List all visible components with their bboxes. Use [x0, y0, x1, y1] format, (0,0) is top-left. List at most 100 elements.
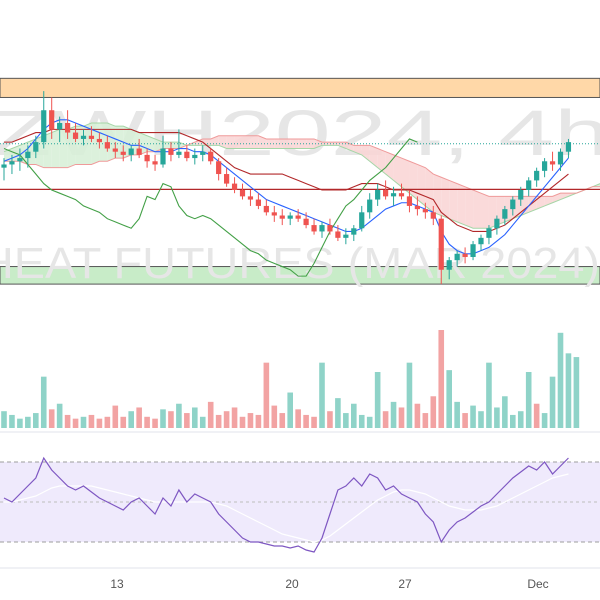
cloud-segment: [425, 167, 434, 213]
cloud-segment: [433, 174, 442, 216]
candle-body: [144, 154, 150, 162]
cloud-segment: [4, 148, 12, 162]
candle-body: [112, 148, 118, 152]
volume-bar: [549, 376, 556, 428]
cloud-segment: [544, 196, 553, 206]
candle-body: [367, 199, 373, 213]
candle-body: [446, 260, 452, 270]
candle-body: [557, 151, 564, 165]
base-line: [4, 128, 569, 233]
candle-body: [518, 189, 524, 200]
candle-body: [239, 189, 246, 197]
cloud-segment: [409, 161, 418, 200]
volume-bar: [565, 353, 572, 428]
volume-bar: [390, 401, 397, 428]
volume-bar: [96, 418, 103, 428]
candle-body: [287, 215, 293, 219]
candle-body: [406, 196, 413, 206]
candles: [1, 91, 572, 285]
cloud-segment: [361, 145, 370, 162]
candle-body: [1, 164, 7, 168]
candle-body: [96, 138, 102, 143]
candle-body: [398, 193, 405, 197]
candle-body: [462, 253, 468, 257]
x-tick-label: Dec: [527, 577, 548, 591]
volume-bar: [112, 405, 119, 428]
volume-bar: [446, 370, 452, 428]
cloud-segment: [345, 142, 354, 152]
volume-bar: [9, 414, 15, 428]
volume-bar: [358, 414, 365, 428]
cloud-segment: [274, 138, 283, 149]
cloud-segment: [560, 193, 569, 200]
volume-bar: [255, 414, 262, 428]
candle-body: [526, 180, 532, 190]
candle-body: [192, 154, 198, 159]
candle-body: [152, 161, 158, 165]
candle-body: [534, 170, 540, 181]
volume-bar: [104, 416, 111, 428]
candle-body: [454, 253, 460, 261]
candle-body: [510, 199, 516, 210]
volume-bar: [48, 409, 55, 428]
volume-bar: [287, 392, 293, 428]
volume-bar: [430, 396, 437, 428]
candle-body: [17, 158, 23, 162]
cloud-segment: [322, 142, 330, 146]
candle-body: [231, 183, 238, 190]
volume-bar: [327, 411, 333, 428]
cloud-segment: [170, 142, 179, 149]
volume-bar: [502, 396, 508, 428]
candle-body: [422, 209, 428, 213]
candle-body: [414, 205, 420, 210]
candle-body: [271, 212, 277, 216]
candle-body: [311, 225, 317, 232]
volume-bar: [231, 407, 238, 428]
candle-body: [549, 161, 556, 165]
cloud-segment: [481, 193, 489, 229]
volume-bar: [295, 409, 301, 428]
x-axis: 13 20 27 Dec: [110, 577, 548, 591]
volume-bar: [398, 407, 405, 428]
cloud-segment: [536, 196, 545, 210]
volume-bar: [303, 414, 309, 428]
volume-bar: [366, 416, 373, 428]
candle-body: [486, 228, 492, 238]
candle-body: [57, 122, 63, 130]
candle-body: [25, 151, 31, 159]
candle-body: [502, 209, 508, 219]
cloud-segment: [306, 138, 315, 149]
candle-body: [263, 205, 269, 213]
cloud-segment: [163, 142, 171, 149]
volume-bar: [335, 398, 341, 428]
volume-bar: [207, 401, 214, 428]
volume-bar: [462, 413, 468, 428]
candle-body: [335, 231, 341, 238]
cloud-segment: [465, 186, 474, 229]
candle-body: [72, 132, 79, 139]
rsi-moving-average: [4, 473, 569, 543]
cloud-segment: [449, 180, 458, 222]
candle-body: [41, 110, 47, 143]
cloud-segment: [393, 154, 402, 187]
volume-bar: [80, 416, 87, 428]
cloud-segment: [234, 135, 243, 149]
cloud-segment: [226, 135, 235, 149]
volume-bar: [33, 413, 39, 428]
candle-body: [478, 237, 484, 245]
candle-body: [383, 189, 389, 197]
candle-body: [247, 196, 254, 200]
candle-body: [295, 215, 301, 219]
candle-body: [430, 212, 436, 219]
candle-body: [216, 161, 222, 175]
volume-bar: [422, 413, 429, 428]
cloud-segment: [377, 148, 386, 175]
volume-bar: [510, 414, 516, 428]
candle-body: [255, 199, 261, 206]
rsi-pane: [0, 456, 600, 553]
volume-bar: [120, 416, 127, 428]
volume-bar: [343, 413, 349, 428]
candle-body: [33, 142, 39, 152]
cloud-segment: [242, 135, 251, 149]
candle-body: [351, 228, 357, 235]
